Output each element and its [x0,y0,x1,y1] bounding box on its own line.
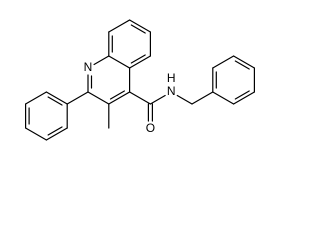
bond [45,91,68,105]
bond [130,24,146,34]
bond [45,127,68,141]
bond [108,55,131,69]
bond [233,91,255,105]
bond [47,126,63,136]
bond [233,55,255,69]
bond [109,90,125,100]
bond [191,91,214,105]
bond [176,94,193,105]
bond [129,55,151,69]
bond [47,96,63,106]
bond [129,19,151,33]
bond [130,54,146,64]
bond [234,90,250,100]
molecule-diagram: N O N H [25,19,255,141]
atom-label: N [167,84,176,98]
bond [108,91,131,105]
bond [108,19,131,33]
bond [129,91,151,105]
bond [149,94,166,105]
atom-label: H [167,71,176,85]
bond [87,91,110,105]
bond [25,127,48,141]
bond [234,60,250,70]
bonds [25,19,255,141]
bond [212,91,235,105]
bond [25,91,48,105]
bond [212,55,235,69]
bond [66,91,89,105]
atom-label: N [84,60,93,74]
bond [93,55,110,66]
atom-label: O [146,121,155,135]
